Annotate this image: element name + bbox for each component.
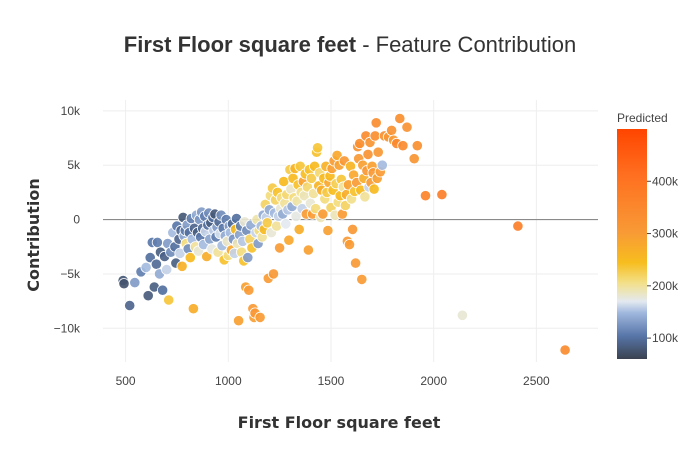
data-point	[283, 234, 295, 246]
colorbar: Predicted 100k 200k 300k 400k	[617, 111, 679, 359]
data-point	[280, 218, 292, 230]
data-point	[397, 140, 409, 152]
data-point	[157, 284, 169, 296]
x-tick-label: 2500	[523, 374, 550, 388]
data-point	[349, 257, 362, 269]
data-point	[233, 315, 245, 327]
data-point	[376, 159, 388, 171]
data-point	[242, 252, 254, 264]
data-point	[243, 284, 255, 296]
data-point	[372, 146, 384, 158]
data-point	[187, 303, 199, 315]
data-point	[356, 273, 368, 285]
colorbar-tick-label: 100k	[652, 331, 679, 345]
points-layer	[117, 112, 571, 356]
data-point	[201, 250, 213, 263]
data-point	[394, 112, 406, 125]
x-tick-label: 500	[116, 374, 136, 388]
data-point	[370, 117, 382, 129]
data-point	[273, 242, 286, 254]
data-point	[369, 130, 381, 142]
data-point	[150, 258, 162, 270]
data-point	[322, 224, 334, 237]
data-point	[129, 276, 141, 289]
tick-labels-layer: 500 1000 1500 2000 2500 10k 5k 0 −5k −10k	[54, 104, 550, 388]
data-point	[176, 260, 188, 272]
data-point	[118, 278, 130, 290]
x-tick-label: 2000	[420, 374, 447, 388]
data-point	[254, 311, 266, 323]
colorbar-title: Predicted	[617, 111, 668, 125]
data-point	[161, 263, 173, 276]
y-tick-label: 10k	[61, 104, 81, 118]
x-axis-title: First Floor square feet	[238, 413, 441, 432]
data-point	[305, 172, 318, 184]
colorbar-ticks: 100k 200k 300k 400k	[647, 174, 679, 345]
data-point	[456, 309, 468, 321]
y-tick-label: 0	[73, 213, 80, 227]
data-point	[436, 189, 448, 201]
data-point	[419, 190, 432, 202]
data-point	[408, 153, 420, 165]
data-point	[411, 140, 423, 152]
x-tick-label: 1000	[215, 374, 242, 388]
y-axis-title: Contribution	[24, 178, 43, 292]
chart-title: First Floor square feet - Feature Contri…	[124, 32, 576, 57]
data-point	[359, 191, 371, 203]
colorbar-tick-label: 400k	[652, 174, 679, 188]
data-point	[261, 217, 273, 229]
y-tick-label: −5k	[60, 267, 81, 281]
data-point	[311, 142, 324, 154]
data-point	[267, 268, 280, 280]
data-point	[140, 261, 152, 273]
chart-title-main: First Floor square feet	[124, 32, 357, 57]
chart-title-sub: - Feature Contribution	[356, 32, 576, 57]
data-point	[362, 148, 374, 160]
data-point	[302, 244, 314, 256]
y-tick-label: 5k	[67, 158, 81, 172]
data-point	[184, 252, 196, 264]
x-tick-label: 1500	[318, 374, 345, 388]
data-point	[385, 124, 398, 136]
data-point	[293, 223, 305, 235]
colorbar-gradient	[617, 129, 647, 359]
data-point	[512, 220, 524, 232]
data-point	[343, 239, 356, 251]
colorbar-tick-label: 200k	[652, 279, 679, 293]
data-point	[270, 220, 283, 232]
data-point	[124, 299, 136, 312]
data-point	[151, 236, 163, 248]
data-point	[346, 223, 359, 235]
data-point	[163, 294, 175, 306]
data-point	[368, 183, 380, 195]
data-point	[401, 121, 413, 133]
data-point	[317, 208, 329, 220]
data-point	[142, 290, 154, 302]
y-tick-label: −10k	[54, 321, 81, 335]
colorbar-tick-label: 300k	[652, 227, 679, 241]
data-point	[559, 344, 571, 356]
